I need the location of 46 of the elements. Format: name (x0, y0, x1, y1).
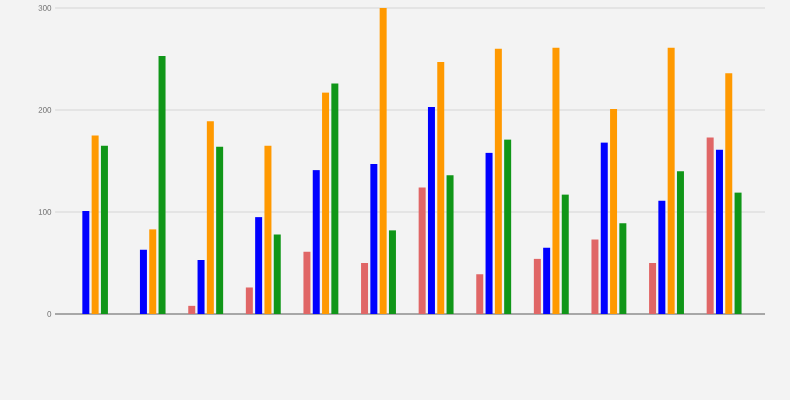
bar (246, 287, 253, 314)
bar (716, 150, 723, 314)
bar (668, 48, 675, 314)
bar (725, 73, 732, 314)
bar (706, 138, 714, 314)
bar (486, 152, 493, 314)
bar (322, 92, 330, 314)
bar (600, 142, 608, 314)
bar (216, 146, 224, 314)
bar (100, 146, 108, 314)
bar (418, 188, 426, 314)
bar (562, 194, 569, 314)
bar (734, 192, 742, 314)
bar (504, 140, 512, 314)
bar (82, 210, 90, 314)
bar (158, 56, 166, 314)
bar (552, 48, 560, 314)
bar (610, 108, 618, 314)
bar (658, 200, 666, 314)
bar (676, 171, 684, 314)
bar (140, 250, 147, 314)
bar (446, 175, 454, 314)
bar (494, 48, 502, 314)
bar (649, 263, 656, 314)
bar (149, 229, 156, 314)
bar (591, 240, 598, 314)
bar (543, 248, 550, 314)
bar (370, 164, 378, 314)
bar (476, 274, 484, 314)
bar (619, 223, 626, 314)
bar (312, 170, 320, 314)
bar (274, 234, 281, 314)
bar (437, 62, 444, 314)
bar (92, 135, 99, 314)
bar (331, 83, 338, 314)
bar (188, 306, 196, 314)
bar (380, 8, 387, 314)
bar (534, 258, 541, 314)
bar (428, 106, 435, 314)
bar (206, 121, 214, 314)
bar (264, 146, 272, 314)
bar (198, 260, 205, 314)
bar (303, 252, 310, 314)
bar (255, 217, 262, 314)
bar (388, 230, 396, 314)
bar (361, 263, 368, 314)
